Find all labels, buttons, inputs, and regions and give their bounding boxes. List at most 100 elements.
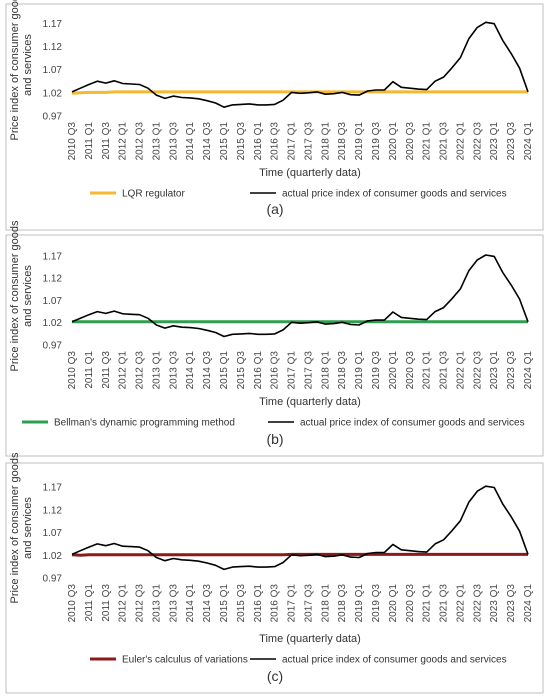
series-line-actual [71,254,529,338]
x-tick-label: 2022 Q1 [455,122,466,161]
x-tick-labels: 2010 Q3 2011 Q1 2011 Q3 2012 Q1 2012 Q3 2013 … [67,122,534,161]
x-tick-label: 2021 Q3 [439,584,450,623]
y-axis-title-line2: and services [22,497,34,559]
x-tick-label: 2016 Q1 [253,584,264,623]
x-tick-label: 2010 Q3 [67,122,78,161]
y-tick-label: 1.02 [43,551,63,562]
legend: Euler's calculus of variations actual pri… [90,655,507,666]
x-tick-label: 2023 Q3 [506,584,517,623]
y-tick-label: 1.17 [43,251,63,262]
chart-panel-2: 1.17 1.12 1.07 1.02 0.97 Price index of consu… [5,220,544,457]
y-tick-label: 1.17 [43,483,63,494]
x-tick-label: 2015 Q1 [219,351,230,390]
x-tick-labels: 2010 Q3 2011 Q1 2011 Q3 2012 Q1 2012 Q3 2013 … [67,584,534,623]
x-tick-label: 2018 Q3 [337,584,348,623]
x-tick-label: 2011 Q1 [84,584,95,622]
series-line-actual [71,21,529,108]
legend-label-model: Euler's calculus of variations [122,655,248,666]
x-tick-label: 2023 Q1 [489,351,500,390]
x-tick-label: 2018 Q3 [337,122,348,161]
x-tick-label: 2013 Q1 [151,351,162,390]
x-tick-label: 2022 Q3 [472,351,483,390]
y-axis-title-line2: and services [22,265,34,327]
legend: LQR regulator actual price index of consu… [90,189,507,200]
x-tick-label: 2019 Q3 [371,584,382,623]
x-tick-label: 2022 Q1 [455,351,466,390]
x-tick-label: 2019 Q1 [354,122,365,161]
x-tick-label: 2023 Q3 [506,351,517,390]
y-tick-labels: 1.17 1.12 1.07 1.02 0.97 [43,483,63,585]
x-tick-label: 2022 Q1 [455,584,466,623]
series-line-actual [71,485,529,571]
x-tick-label: 2021 Q3 [439,122,450,161]
x-tick-label: 2017 Q3 [303,584,314,623]
y-tick-label: 1.07 [43,528,63,539]
panel-caption: (a) [266,201,283,217]
x-tick-label: 2015 Q1 [219,122,230,161]
panel-frame [5,234,544,457]
x-tick-label: 2019 Q3 [371,351,382,390]
y-axis-title-line1: Price index of consumer goods [9,0,21,141]
x-tick-label: 2015 Q3 [236,584,247,623]
y-tick-label: 1.02 [43,88,63,99]
y-axis-title: Price index of consumer goodsand service… [9,0,34,141]
y-tick-label: 1.12 [43,274,63,285]
x-axis-title: Time (quarterly data) [259,396,361,408]
y-tick-label: 1.12 [43,42,63,53]
x-tick-label: 2023 Q1 [489,122,500,161]
x-tick-label: 2021 Q1 [422,122,433,161]
x-tick-label: 2020 Q1 [388,122,399,161]
series-line-model [71,90,528,95]
x-tick-label: 2014 Q1 [185,584,196,623]
x-tick-label: 2010 Q3 [67,584,78,623]
x-tick-label: 2011 Q3 [101,351,112,389]
x-tick-label: 2015 Q3 [236,122,247,161]
x-tick-label: 2020 Q3 [405,122,416,161]
y-tick-labels: 1.17 1.12 1.07 1.02 0.97 [43,251,63,351]
legend-label-model: Bellman's dynamic programming method [54,418,235,429]
x-tick-label: 2018 Q1 [320,122,331,161]
y-tick-labels: 1.17 1.12 1.07 1.02 0.97 [43,19,63,123]
y-tick-label: 0.97 [43,341,63,352]
y-axis-title-line1: Price index of consumer goods [9,452,21,604]
y-tick-label: 0.97 [43,112,63,123]
x-tick-label: 2016 Q3 [270,584,281,623]
x-tick-label: 2024 Q1 [523,122,534,161]
x-tick-label: 2015 Q1 [219,584,230,623]
x-tick-label: 2022 Q3 [472,584,483,623]
x-tick-label: 2012 Q1 [118,351,129,390]
x-tick-label: 2020 Q1 [388,351,399,390]
x-tick-label: 2023 Q1 [489,584,500,623]
series-line-model [71,552,528,557]
x-tick-label: 2012 Q3 [135,351,146,390]
y-tick-label: 1.02 [43,318,63,329]
x-tick-label: 2016 Q1 [253,122,264,161]
y-axis-title-line2: and services [22,34,34,96]
x-tick-label: 2014 Q3 [202,584,213,623]
x-tick-label: 2012 Q3 [135,584,146,623]
x-tick-label: 2017 Q3 [303,351,314,390]
panel-frame [5,462,544,694]
x-tick-label: 2015 Q3 [236,351,247,390]
x-tick-label: 2014 Q1 [185,351,196,390]
y-tick-label: 1.07 [43,65,63,76]
x-tick-label: 2011 Q3 [101,584,112,622]
x-tick-label: 2014 Q1 [185,122,196,161]
x-tick-label: 2020 Q1 [388,584,399,623]
x-tick-label: 2022 Q3 [472,122,483,161]
x-tick-label: 2017 Q1 [287,122,298,161]
x-tick-label: 2014 Q3 [202,351,213,390]
x-tick-label: 2020 Q3 [405,351,416,390]
x-tick-label: 2013 Q1 [151,122,162,161]
legend-label-actual: actual price index of consumer goods and… [282,189,507,200]
x-tick-label: 2012 Q3 [135,122,146,161]
x-tick-label: 2019 Q1 [354,584,365,623]
legend: Bellman's dynamic programming method actu… [22,418,525,429]
x-tick-label: 2016 Q3 [270,351,281,390]
x-axis-title: Time (quarterly data) [259,633,361,645]
chart-panel-1: 1.17 1.12 1.07 1.02 0.97 Price index of consu… [5,0,544,231]
x-tick-label: 2011 Q1 [84,122,95,160]
x-tick-label: 2010 Q3 [67,351,78,390]
x-tick-label: 2016 Q1 [253,351,264,390]
